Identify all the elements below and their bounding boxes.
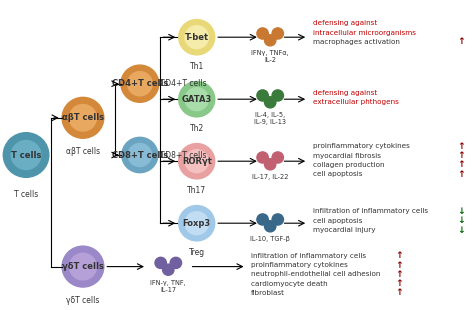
Ellipse shape	[179, 82, 215, 117]
Text: CD8+T cells: CD8+T cells	[160, 150, 207, 160]
Text: ↑: ↑	[395, 270, 403, 279]
Text: ↓: ↓	[457, 216, 465, 225]
Text: macrophages activation: macrophages activation	[313, 39, 400, 45]
Ellipse shape	[155, 257, 166, 268]
Ellipse shape	[3, 133, 49, 177]
Text: extracellular phthogens: extracellular phthogens	[313, 99, 399, 105]
Text: infiltration of inflammatory cells: infiltration of inflammatory cells	[251, 253, 366, 259]
Text: IL-17, IL-22: IL-17, IL-22	[252, 174, 289, 180]
Text: infiltration of inflammatory cells: infiltration of inflammatory cells	[313, 208, 428, 215]
Text: CD4+T cells: CD4+T cells	[112, 79, 168, 88]
Ellipse shape	[163, 264, 174, 275]
Text: T-bet: T-bet	[185, 33, 209, 42]
Text: Treg: Treg	[189, 248, 205, 257]
Ellipse shape	[185, 150, 209, 173]
Ellipse shape	[272, 90, 283, 101]
Text: intracellular microorganisms: intracellular microorganisms	[313, 29, 416, 36]
Text: myocardial fibrosis: myocardial fibrosis	[313, 153, 381, 159]
Ellipse shape	[185, 88, 209, 111]
Text: CD8+T cells: CD8+T cells	[112, 150, 168, 160]
Ellipse shape	[257, 90, 268, 101]
Text: cell apoptosis: cell apoptosis	[313, 218, 362, 224]
Text: γδT cells: γδT cells	[62, 262, 104, 271]
Text: cardiomyocyte death: cardiomyocyte death	[251, 281, 328, 287]
Text: ↑: ↑	[395, 288, 403, 298]
Ellipse shape	[179, 20, 215, 55]
Ellipse shape	[179, 144, 215, 179]
Text: ↓: ↓	[457, 225, 465, 235]
Ellipse shape	[121, 65, 159, 102]
Ellipse shape	[128, 144, 152, 166]
Text: IL-10, TGF-β: IL-10, TGF-β	[250, 236, 290, 242]
Text: proinflammatory cytokines: proinflammatory cytokines	[313, 143, 410, 149]
Text: Th2: Th2	[190, 124, 204, 133]
Text: IFNγ, TNFα,
IL-2: IFNγ, TNFα, IL-2	[251, 50, 289, 63]
Ellipse shape	[11, 140, 41, 170]
Text: ↑: ↑	[395, 251, 403, 260]
Text: RORγt: RORγt	[182, 157, 212, 166]
Ellipse shape	[62, 246, 104, 287]
Text: proinflammatory cytokines: proinflammatory cytokines	[251, 262, 348, 268]
Text: ↑: ↑	[457, 151, 465, 160]
Text: ↑: ↑	[457, 142, 465, 151]
Text: γδT cells: γδT cells	[66, 296, 100, 305]
Text: T cells: T cells	[11, 150, 41, 160]
Text: ↑: ↑	[395, 279, 403, 288]
Ellipse shape	[264, 97, 276, 108]
Text: defensing against: defensing against	[313, 90, 377, 96]
Text: cell apoptosis: cell apoptosis	[313, 171, 362, 177]
Ellipse shape	[272, 214, 283, 225]
Text: Th1: Th1	[190, 62, 204, 71]
Text: GATA3: GATA3	[182, 95, 212, 104]
Text: ↓: ↓	[457, 207, 465, 216]
Text: ↑: ↑	[395, 260, 403, 270]
Text: T cells: T cells	[14, 190, 38, 199]
Ellipse shape	[69, 104, 97, 131]
Ellipse shape	[179, 206, 215, 241]
Text: defensing against: defensing against	[313, 20, 377, 26]
Ellipse shape	[69, 253, 97, 280]
Text: Th17: Th17	[187, 186, 206, 195]
Ellipse shape	[264, 35, 276, 46]
Ellipse shape	[257, 152, 268, 163]
Text: collagen production: collagen production	[313, 162, 384, 168]
Ellipse shape	[122, 137, 158, 173]
Text: Foxp3: Foxp3	[182, 219, 211, 228]
Ellipse shape	[264, 221, 276, 232]
Ellipse shape	[170, 257, 182, 268]
Ellipse shape	[272, 152, 283, 163]
Ellipse shape	[128, 72, 152, 96]
Text: αβT cells: αβT cells	[62, 113, 104, 122]
Text: αβT cells: αβT cells	[66, 147, 100, 156]
Text: neutrophil-endothelial cell adhesion: neutrophil-endothelial cell adhesion	[251, 271, 381, 277]
Ellipse shape	[185, 26, 209, 49]
Text: ↑: ↑	[457, 170, 465, 179]
Text: IFN-γ, TNF,
IL-17: IFN-γ, TNF, IL-17	[150, 280, 186, 293]
Ellipse shape	[257, 28, 268, 39]
Text: fibroblast: fibroblast	[251, 290, 285, 296]
Ellipse shape	[62, 97, 104, 138]
Text: CD4+T cells: CD4+T cells	[160, 79, 207, 88]
Ellipse shape	[257, 214, 268, 225]
Text: ↑: ↑	[457, 160, 465, 170]
Text: myocardial injury: myocardial injury	[313, 227, 375, 233]
Ellipse shape	[272, 28, 283, 39]
Ellipse shape	[264, 159, 276, 170]
Text: ↑: ↑	[457, 37, 465, 46]
Ellipse shape	[185, 212, 209, 235]
Text: IL-4, IL-5,
IL-9, IL-13: IL-4, IL-5, IL-9, IL-13	[254, 112, 286, 125]
